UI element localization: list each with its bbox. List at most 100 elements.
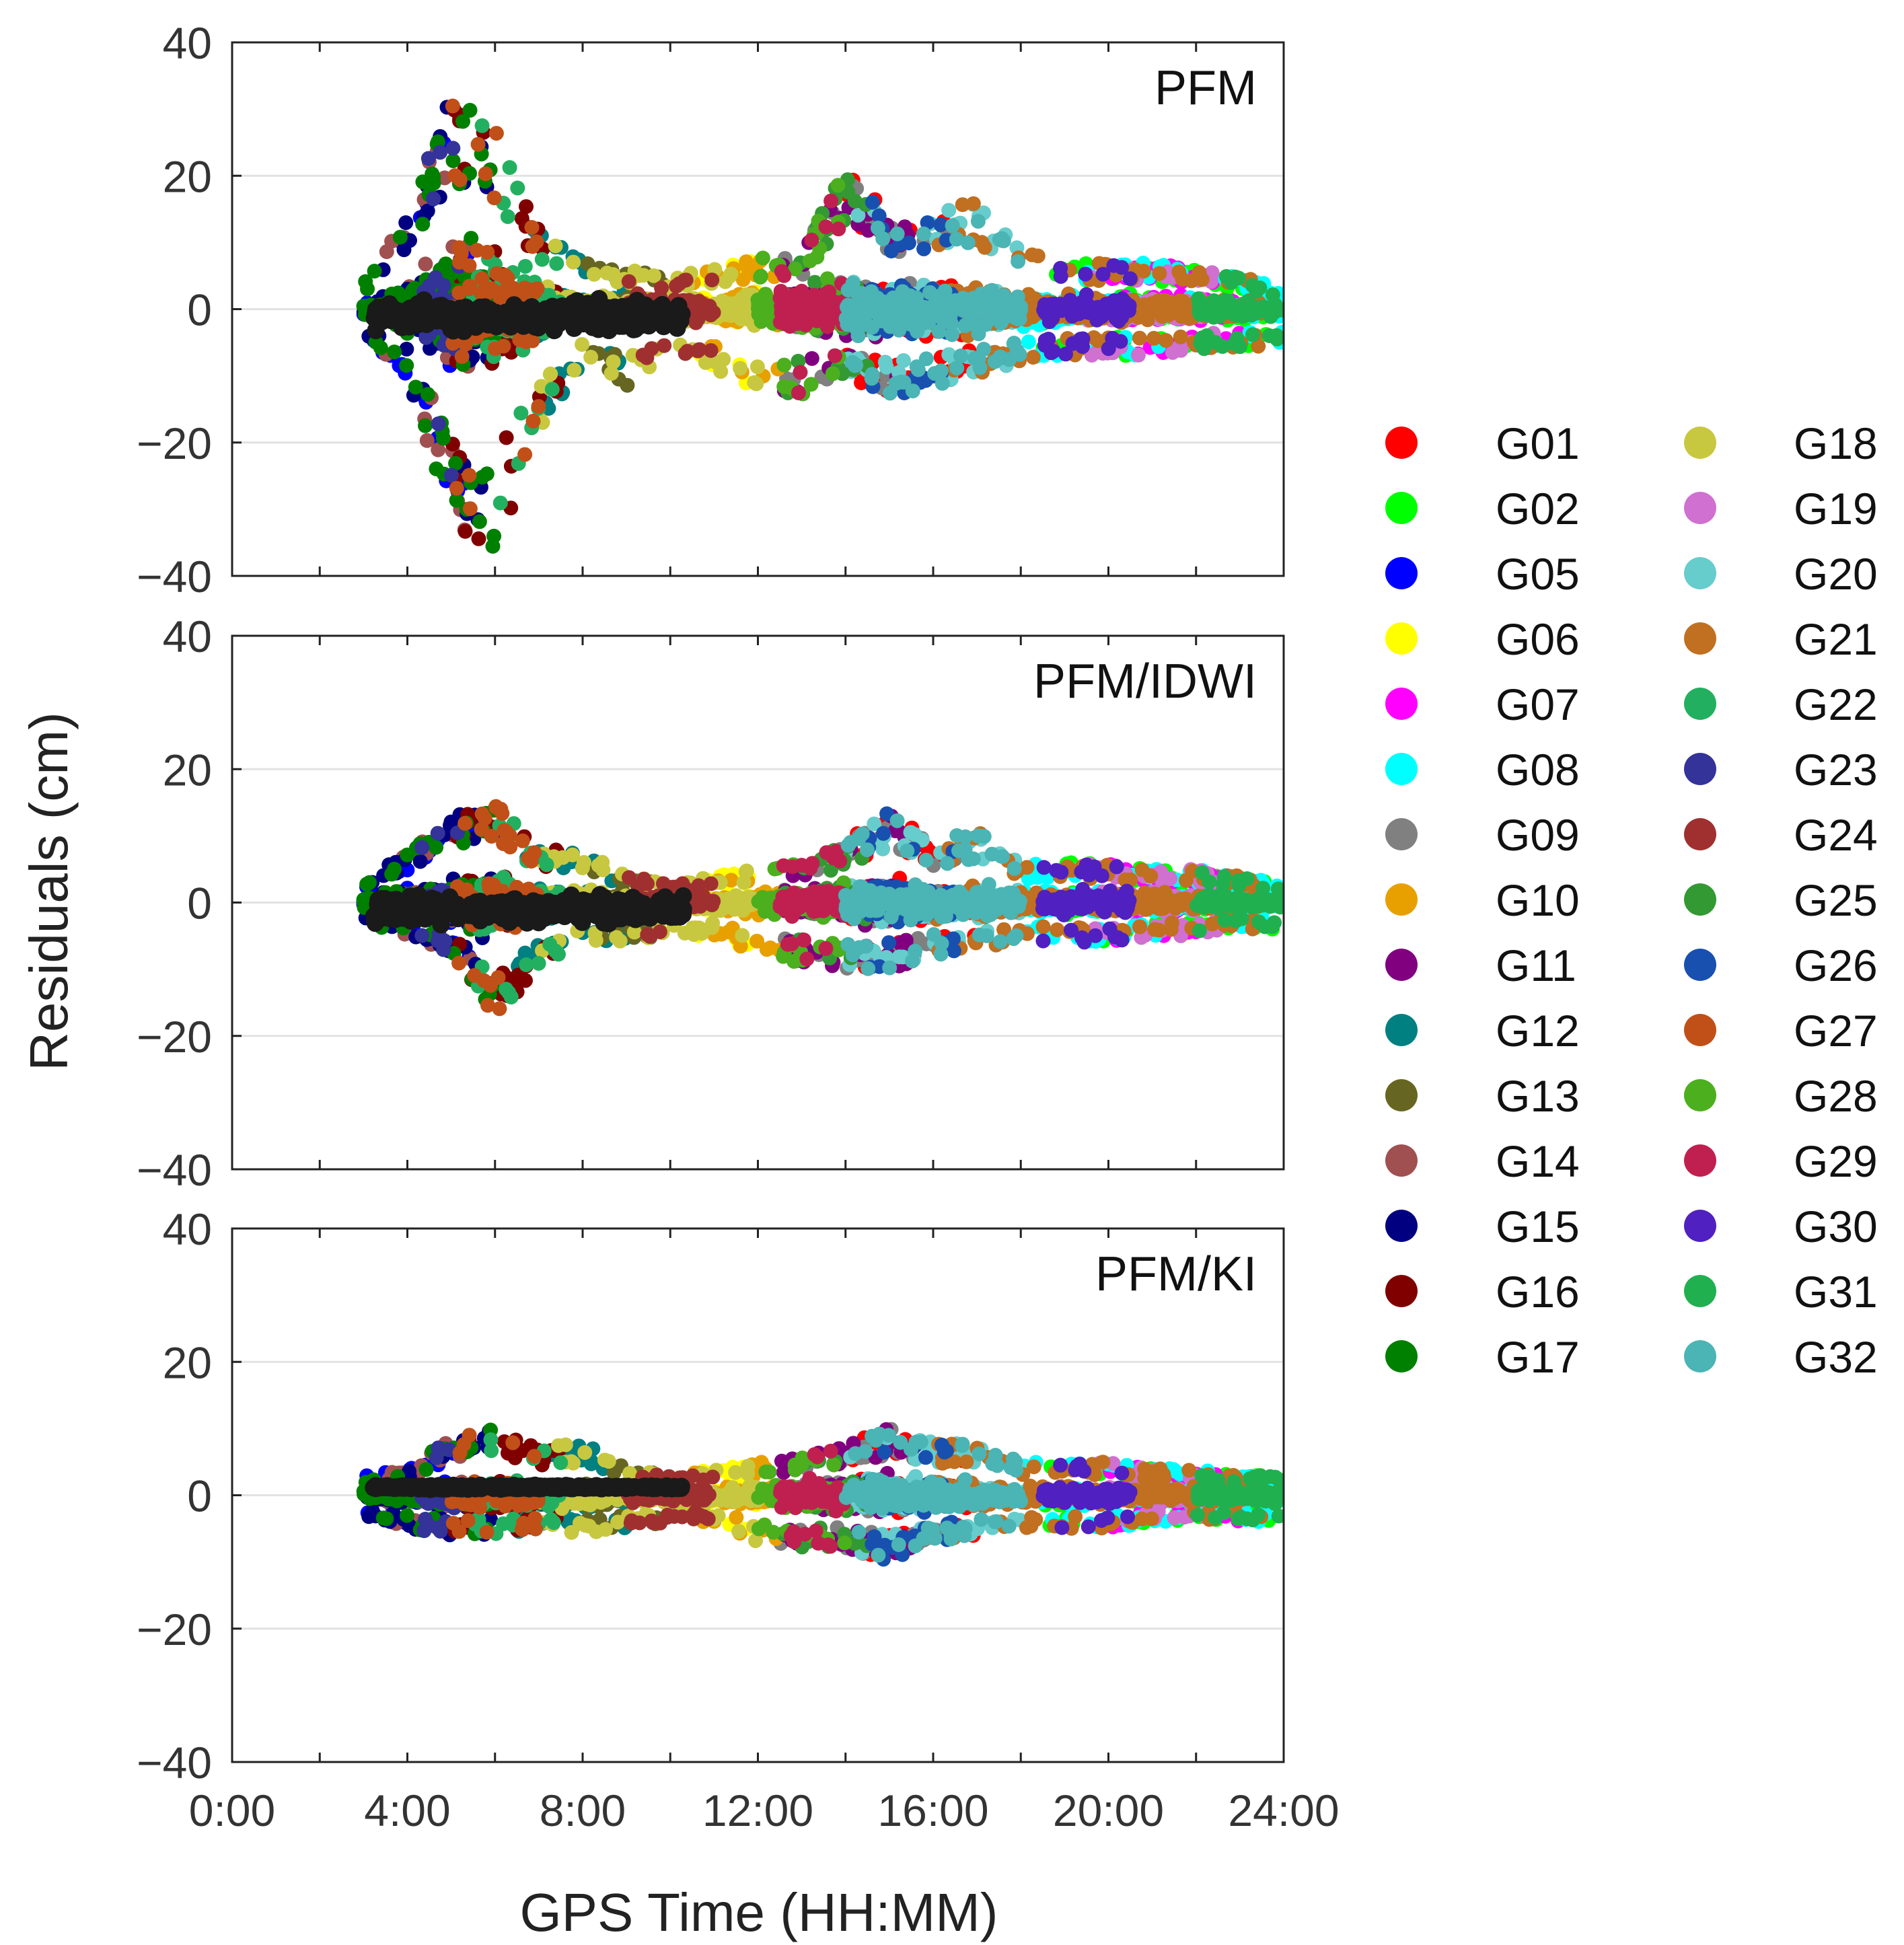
point-G30	[1122, 271, 1138, 287]
point-G32	[931, 324, 947, 339]
point-G32	[883, 319, 898, 334]
point-G27	[454, 349, 470, 364]
point-G21	[1136, 264, 1151, 279]
point-G27	[524, 220, 540, 235]
point-G27	[462, 279, 477, 294]
point-G20	[941, 347, 957, 363]
point-G19	[1165, 344, 1180, 360]
point-G30	[1045, 303, 1060, 319]
point-G27	[451, 285, 467, 301]
point-G18	[646, 268, 661, 283]
point-G27	[517, 447, 533, 462]
point-G17	[474, 470, 490, 485]
point-G29	[791, 385, 806, 400]
point-G28	[755, 250, 770, 266]
point-G31	[1227, 307, 1243, 323]
point-G17	[418, 418, 433, 433]
panels-group: 40200−20−40PFM40200−20−40PFM/IDWI40200−2…	[137, 18, 1340, 1835]
point-G32	[845, 276, 861, 291]
point-G32	[996, 304, 1012, 320]
point-G17	[464, 231, 479, 246]
point-G17	[408, 379, 423, 395]
point-G31	[1210, 303, 1226, 318]
point-G26	[920, 215, 935, 230]
point-G24	[678, 272, 694, 288]
point-G27	[488, 126, 504, 141]
point-G21	[1156, 297, 1171, 312]
point-G32	[1011, 254, 1026, 269]
scatter-points	[356, 98, 1284, 554]
point-G27	[462, 258, 477, 273]
point-G18	[583, 349, 599, 365]
point-G18	[747, 375, 762, 390]
point-G19	[1131, 347, 1146, 363]
point-G32	[960, 235, 976, 250]
point-G32	[916, 226, 931, 242]
point-G18	[548, 238, 563, 254]
point-G17	[392, 229, 408, 245]
point-G20	[896, 353, 911, 368]
point-G21	[1173, 329, 1188, 344]
point-G32	[912, 301, 928, 317]
point-G22	[517, 258, 533, 274]
point-G31	[1192, 298, 1207, 314]
point-G18	[543, 366, 558, 381]
point-G31	[1245, 278, 1260, 293]
point-G30	[1106, 258, 1122, 273]
point-G18	[749, 359, 765, 375]
point-G32	[845, 299, 861, 314]
point-G17	[415, 217, 431, 232]
point-G15	[399, 341, 414, 357]
point-G08	[1021, 334, 1036, 350]
point-G27	[525, 413, 541, 429]
point-G32	[945, 218, 960, 233]
point-G32	[877, 305, 892, 320]
point-G32	[949, 361, 965, 376]
point-G31	[1261, 328, 1277, 343]
point-G32	[949, 231, 964, 247]
point-G27	[529, 234, 544, 250]
point-G21	[1192, 265, 1207, 280]
point-G29	[818, 219, 834, 235]
point-G17	[425, 166, 440, 182]
point-G32	[855, 287, 871, 303]
point-G24	[621, 274, 636, 289]
point-G17	[367, 264, 382, 279]
point-G28	[819, 271, 835, 287]
point-G30	[1053, 260, 1068, 276]
point-G22	[544, 381, 560, 397]
point-G29	[785, 287, 801, 303]
point-G24	[690, 343, 706, 359]
point-G27	[496, 338, 511, 354]
point-G21	[1159, 333, 1173, 348]
point-G27	[531, 399, 546, 414]
point-G31	[1241, 300, 1256, 316]
point-G23	[443, 468, 459, 483]
point-G27	[452, 172, 468, 188]
point-G22	[474, 118, 490, 133]
point-G28	[809, 250, 825, 265]
point-G22	[549, 256, 564, 271]
point-G32	[957, 318, 973, 334]
point-G30	[1078, 266, 1093, 282]
point-G32	[994, 231, 1010, 246]
point-G32	[976, 304, 991, 320]
point-G29	[805, 292, 820, 307]
point-G32	[990, 291, 1005, 306]
point-G32	[838, 311, 854, 326]
point-G32	[875, 231, 891, 246]
point-G18	[599, 265, 615, 281]
point-G27	[505, 281, 521, 296]
point-G22	[502, 160, 517, 175]
point-G32	[927, 366, 943, 381]
point-G17	[387, 344, 402, 360]
point-G32	[953, 348, 968, 363]
point-G21	[965, 196, 981, 211]
point-G17	[438, 256, 453, 272]
point-G14	[419, 433, 435, 448]
point-G17	[435, 431, 451, 446]
point-G28	[776, 357, 792, 373]
point-G16	[471, 531, 486, 546]
point-G14	[418, 256, 433, 272]
